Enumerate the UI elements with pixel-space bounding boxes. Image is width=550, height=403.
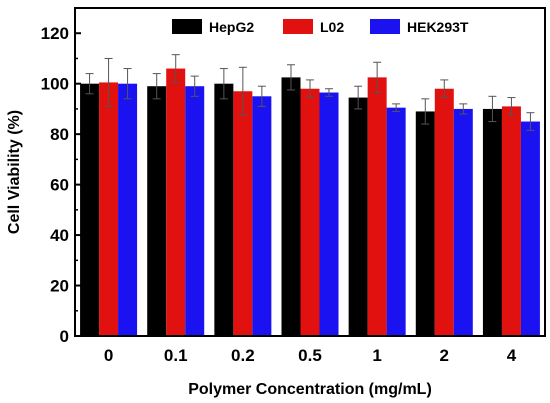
y-tick-label: 60: [50, 176, 69, 195]
bar-hepg2-0.2: [214, 83, 234, 336]
bar-l02-0.2: [233, 91, 253, 336]
x-tick-label: 1: [372, 346, 381, 365]
bar-hek293t-1: [386, 107, 406, 337]
bar-hepg2-0.1: [147, 86, 167, 336]
bar-hek293t-0.5: [319, 92, 339, 337]
bar-hek293t-2: [453, 108, 473, 336]
y-tick-label: 20: [50, 277, 69, 296]
bar-hek293t-0.2: [252, 96, 272, 336]
legend-label-hek293t: HEK293T: [407, 19, 469, 35]
bar-l02-4: [501, 106, 521, 337]
y-tick-label: 0: [60, 327, 69, 346]
x-tick-label: 2: [440, 346, 449, 365]
y-axis-title: Cell Viability (%): [6, 110, 23, 234]
y-tick-label: 80: [50, 125, 69, 144]
bar-hek293t-0: [118, 83, 138, 336]
x-tick-label: 4: [507, 346, 517, 365]
y-tick-label: 100: [41, 75, 69, 94]
plot-frame: [74, 7, 546, 337]
bar-l02-1: [367, 77, 387, 336]
y-tick-label: 40: [50, 226, 69, 245]
bar-hepg2-2: [415, 111, 435, 336]
x-axis-title: Polymer Concentration (mg/mL): [188, 381, 432, 398]
bar-hek293t-0.1: [185, 86, 205, 336]
legend-swatch-hepg2: [172, 19, 202, 34]
legend-swatch-l02: [283, 19, 313, 34]
bar-hepg2-1: [348, 97, 368, 336]
x-axis-ticks: 0 0.1 0.2 0.5 1 2 4: [104, 346, 517, 365]
bars-layer: [80, 68, 540, 337]
x-tick-label: 0.5: [298, 346, 322, 365]
x-tick-label: 0: [104, 346, 113, 365]
y-axis-ticks: 0 20 40 60 80 100 120: [41, 24, 81, 346]
y-tick-label: 120: [41, 24, 69, 43]
bar-hepg2-0: [80, 83, 100, 336]
bar-l02-0: [99, 82, 119, 336]
bar-hepg2-0.5: [281, 77, 301, 336]
bar-l02-2: [434, 88, 454, 336]
legend-label-l02: L02: [320, 19, 344, 35]
bar-l02-0.1: [166, 68, 186, 337]
x-tick-label: 0.1: [164, 346, 188, 365]
bar-hepg2-4: [482, 108, 502, 336]
legend: HepG2 L02 HEK293T: [172, 19, 469, 35]
legend-label-hepg2: HepG2: [209, 19, 254, 35]
bar-hek293t-4: [520, 121, 540, 337]
legend-swatch-hek293t: [370, 19, 400, 34]
bar-l02-0.5: [300, 88, 320, 336]
x-tick-label: 0.2: [231, 346, 255, 365]
error-bars-layer: [85, 54, 535, 131]
